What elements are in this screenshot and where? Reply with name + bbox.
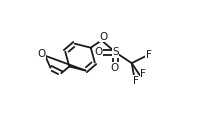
Text: S: S xyxy=(112,47,119,57)
Text: F: F xyxy=(140,69,146,79)
Text: F: F xyxy=(133,76,139,86)
Text: O: O xyxy=(94,47,102,57)
Text: O: O xyxy=(100,32,108,42)
Text: O: O xyxy=(37,49,45,59)
Text: O: O xyxy=(110,63,118,73)
Text: F: F xyxy=(145,50,151,60)
